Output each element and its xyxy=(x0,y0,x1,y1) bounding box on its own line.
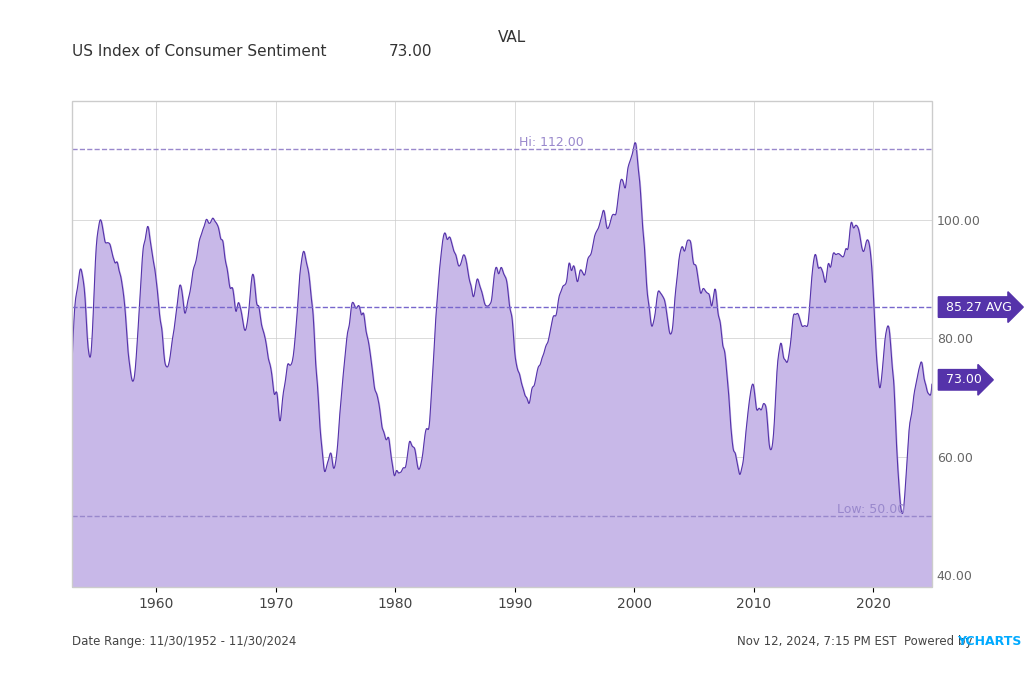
Text: Date Range: 11/30/1952 - 11/30/2024: Date Range: 11/30/1952 - 11/30/2024 xyxy=(72,635,296,648)
Text: YCHARTS: YCHARTS xyxy=(957,635,1022,648)
Text: Nov 12, 2024, 7:15 PM EST  Powered by: Nov 12, 2024, 7:15 PM EST Powered by xyxy=(737,635,977,648)
Text: 73.00: 73.00 xyxy=(389,44,432,59)
Text: VAL: VAL xyxy=(498,30,526,45)
Text: 85.27 AVG: 85.27 AVG xyxy=(942,300,1012,314)
Text: 73.00: 73.00 xyxy=(942,373,982,386)
Text: Hi: 112.00: Hi: 112.00 xyxy=(519,136,584,148)
Text: Low: 50.00: Low: 50.00 xyxy=(838,503,905,516)
Text: US Index of Consumer Sentiment: US Index of Consumer Sentiment xyxy=(72,44,327,59)
